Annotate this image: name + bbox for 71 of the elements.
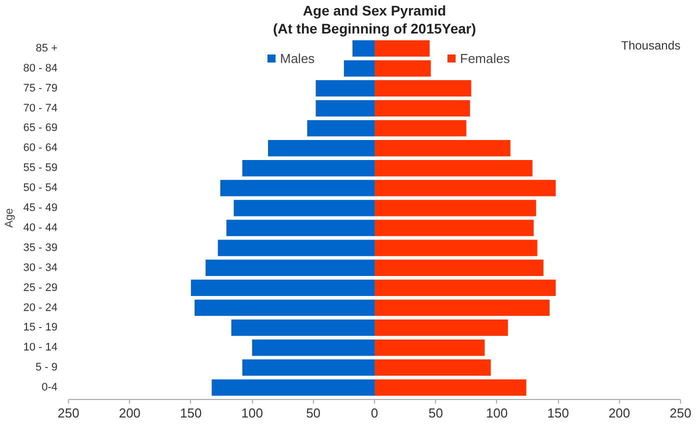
y-tick-label: 60 - 64 [23, 142, 58, 154]
bar [374, 160, 532, 176]
bar [226, 220, 374, 236]
bar [218, 240, 374, 256]
bar [206, 260, 374, 276]
y-axis-title: Age [3, 208, 16, 228]
x-tick-label: 150 [180, 406, 202, 420]
y-tick-label: 15 - 19 [23, 322, 58, 334]
bar [268, 140, 374, 156]
y-tick-label: 55 - 59 [23, 162, 58, 174]
bar [374, 60, 431, 77]
bar [374, 240, 538, 256]
y-tick-label: 10 - 14 [23, 342, 58, 354]
bar [316, 80, 374, 97]
bar [344, 60, 374, 77]
x-tick-label: 250 [58, 406, 80, 420]
y-tick-label: 0-4 [42, 382, 58, 394]
bar [374, 359, 491, 376]
bar [316, 100, 374, 116]
bar [190, 280, 374, 296]
bar [374, 320, 508, 336]
x-tick-label: 100 [241, 406, 263, 420]
x-tick-label: 250 [670, 406, 692, 420]
x-tick-label: 0 [370, 406, 378, 420]
bar [374, 260, 544, 276]
x-tick-label: 50 [306, 406, 321, 420]
y-tick-label: 45 - 49 [23, 202, 58, 214]
bar [307, 120, 374, 136]
legend-label: Males [280, 50, 316, 67]
y-tick-label: 40 - 44 [23, 222, 58, 234]
bar [212, 379, 374, 396]
bar [252, 339, 374, 356]
y-tick-label: 5 - 9 [35, 362, 58, 374]
bar [374, 140, 510, 156]
bar [374, 180, 556, 196]
y-tick-label: 80 - 84 [23, 62, 58, 74]
x-tick-label: 200 [608, 406, 630, 420]
y-tick-label: 85 + [36, 42, 58, 54]
bar [231, 320, 374, 336]
x-tick-label: 150 [547, 406, 569, 420]
bar [242, 359, 374, 376]
y-tick-label: 50 - 54 [23, 182, 58, 194]
bar [242, 160, 374, 176]
x-tick-label: 100 [486, 406, 508, 420]
x-tick-label: 200 [118, 406, 141, 420]
chart-title: Age and Sex Pyramid [302, 2, 446, 18]
chart-subtitle: (At the Beginning of 2015Year) [272, 20, 476, 36]
bar [374, 40, 430, 57]
bar [234, 200, 374, 216]
annotation: Thousands [621, 38, 680, 52]
bar [374, 339, 485, 356]
y-tick-label: 65 - 69 [23, 122, 58, 134]
bar [374, 200, 536, 216]
bar [374, 100, 470, 116]
bar [374, 220, 534, 236]
bar [194, 300, 374, 316]
bar [220, 180, 374, 196]
y-tick-label: 25 - 29 [23, 282, 58, 294]
bar [374, 280, 556, 296]
bar [352, 40, 374, 57]
bar [374, 300, 550, 316]
y-tick-label: 30 - 34 [23, 262, 58, 274]
y-tick-label: 20 - 24 [23, 302, 58, 314]
x-tick-label: 50 [428, 406, 443, 420]
legend-label: Females [460, 50, 511, 67]
bar [374, 120, 466, 136]
bar [374, 379, 526, 396]
y-tick-label: 70 - 74 [23, 102, 58, 114]
y-tick-label: 35 - 39 [23, 242, 58, 254]
bar [374, 80, 472, 97]
y-tick-label: 75 - 79 [23, 82, 58, 94]
